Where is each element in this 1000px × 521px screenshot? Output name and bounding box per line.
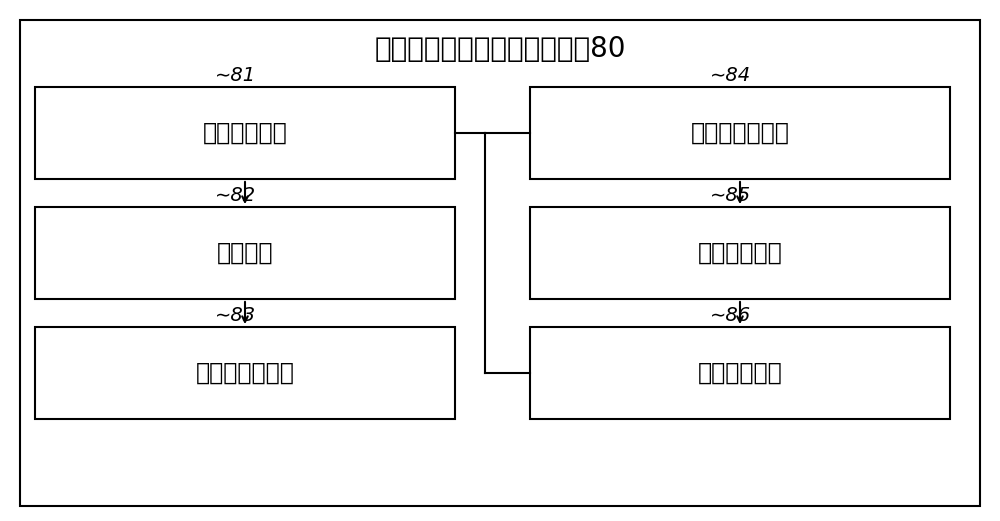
Text: ∼86: ∼86 (710, 306, 751, 325)
FancyBboxPatch shape (35, 87, 455, 179)
Text: 固态硬盘写大块数据处理装置80: 固态硬盘写大块数据处理装置80 (374, 35, 626, 63)
FancyBboxPatch shape (530, 87, 950, 179)
FancyBboxPatch shape (530, 327, 950, 419)
Text: 请求筛选单元: 请求筛选单元 (203, 121, 287, 145)
Text: ∼83: ∼83 (215, 306, 256, 325)
Text: ∼82: ∼82 (215, 186, 256, 205)
FancyBboxPatch shape (530, 207, 950, 299)
Text: 资源释放单元: 资源释放单元 (698, 361, 782, 385)
FancyBboxPatch shape (35, 327, 455, 419)
Text: 写缓存分配单元: 写缓存分配单元 (691, 121, 789, 145)
Text: 拆分单元: 拆分单元 (217, 241, 273, 265)
FancyBboxPatch shape (20, 20, 980, 506)
Text: 写请求发送短于: 写请求发送短于 (196, 361, 294, 385)
Text: ∼84: ∼84 (710, 66, 751, 85)
Text: ∼85: ∼85 (710, 186, 751, 205)
FancyBboxPatch shape (35, 207, 455, 299)
Text: ∼81: ∼81 (215, 66, 256, 85)
Text: 搬移请求单元: 搬移请求单元 (698, 241, 782, 265)
